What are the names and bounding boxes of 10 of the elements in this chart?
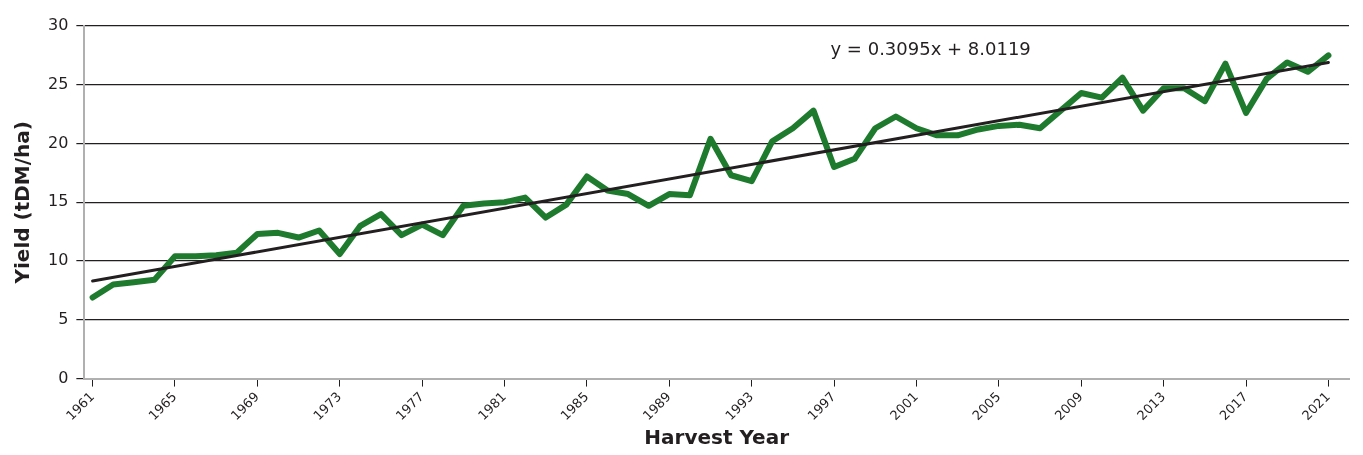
y-tick-label: 0 (58, 367, 69, 387)
x-axis-title: Harvest Year (644, 425, 790, 450)
y-tick-label: 5 (58, 308, 69, 328)
y-tick-label: 25 (48, 73, 69, 93)
y-tick-label: 20 (48, 132, 69, 152)
y-tick-label: 15 (48, 191, 69, 211)
y-tick-label: 30 (48, 15, 69, 35)
y-axis-title: Yield (tDM/ha) (10, 121, 35, 285)
y-tick-label: 10 (48, 250, 69, 270)
annotation: y = 0.3095x + 8.0119 (830, 37, 1031, 59)
